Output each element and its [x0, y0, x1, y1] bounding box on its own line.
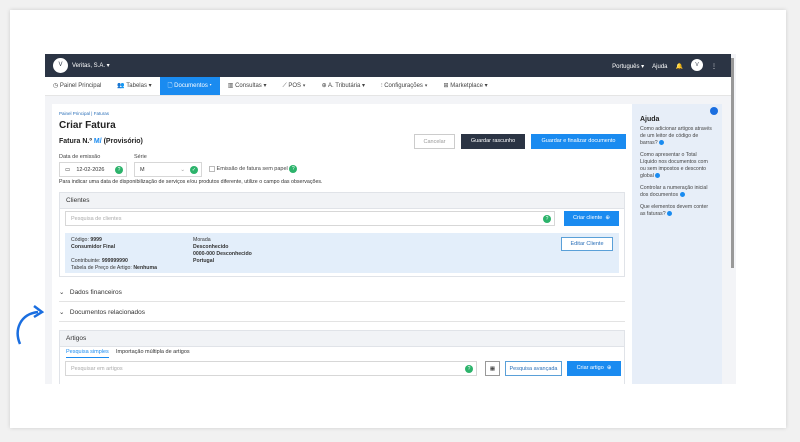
- advanced-search-button[interactable]: Pesquisa avançada: [505, 361, 562, 376]
- articles-title: Artigos: [60, 331, 624, 347]
- client-details: Código: 9999 Consumidor Final Contribuinte…: [71, 237, 157, 271]
- top-bar: V Veritas, S.A. ▾ Português ▾ Ajuda 🔔 V …: [45, 54, 731, 77]
- related-documents-toggle[interactable]: ⌄ Documentos relacionados: [59, 303, 625, 322]
- breadcrumb-faturas[interactable]: Faturas: [93, 111, 109, 116]
- bell-icon[interactable]: 🔔: [675, 64, 683, 70]
- company-name: Veritas, S.A.: [72, 63, 106, 69]
- calendar-icon: ▭: [65, 167, 71, 173]
- company-logo: V: [53, 58, 68, 73]
- main-nav: ◷ Painel Principal 👥 Tabelas ▾ 🗋 Documen…: [45, 77, 731, 96]
- main-content: Painel Principal | Faturas Criar Fatura …: [52, 104, 632, 384]
- help-link[interactable]: Controlar a numeração inicial dos docume…: [640, 185, 708, 199]
- clients-panel: Clientes Pesquisa de clientes? Criar cli…: [59, 192, 625, 277]
- help-link[interactable]: Como adicionar artigos através de um lei…: [640, 126, 712, 147]
- more-menu-icon[interactable]: ⋮: [711, 64, 717, 70]
- cancel-button[interactable]: Cancelar: [414, 134, 455, 149]
- chevron-down-icon: ⌄: [59, 289, 65, 296]
- curved-arrow-icon: [16, 305, 45, 345]
- client-address: Morada Desconhecido 0000-000 Desconhecido P…: [193, 237, 252, 264]
- barcode-icon[interactable]: ▦: [485, 361, 500, 376]
- nav-configuracoes[interactable]: ⫶ Configurações ▾: [381, 83, 428, 89]
- help-icon[interactable]: ?: [289, 165, 298, 173]
- chevron-down-icon: ⌄: [180, 167, 185, 173]
- app-window: V Veritas, S.A. ▾ Português ▾ Ajuda 🔔 V …: [45, 54, 736, 384]
- language-selector[interactable]: Português ▾: [612, 64, 645, 70]
- series-select[interactable]: M ⌄ ✓: [134, 162, 202, 177]
- date-label: Data de emissão: [59, 154, 101, 160]
- nav-documentos[interactable]: 🗋 Documentos ▾: [159, 77, 220, 95]
- chevron-down-icon: ⌄: [59, 309, 65, 316]
- nav-consultas[interactable]: ▥ Consultas ▾: [227, 83, 267, 89]
- help-icon[interactable]: ?: [465, 365, 473, 373]
- save-finalize-button[interactable]: Guardar e finalizar documento: [531, 134, 626, 149]
- play-icon[interactable]: [710, 107, 718, 115]
- document-number: Fatura N.º M/ (Provisório): [59, 138, 143, 145]
- client-card: Código: 9999 Consumidor Final Contribuinte…: [65, 233, 619, 273]
- paperless-checkbox[interactable]: Emissão de fatura sem papel ?: [209, 165, 298, 173]
- save-draft-button[interactable]: Guardar rascunho: [461, 134, 525, 149]
- hint-text: Para indicar uma data de disponibilizaçã…: [59, 179, 323, 185]
- create-client-button[interactable]: Criar cliente ⊕: [564, 211, 619, 226]
- nav-tributaria[interactable]: ⊕ A. Tributária ▾: [321, 83, 366, 89]
- clients-title: Clientes: [60, 193, 624, 209]
- create-article-button[interactable]: Criar artigo ⊕: [567, 361, 621, 376]
- articles-panel: Artigos Pesquisa simples Importação múlt…: [59, 330, 625, 384]
- article-search-input[interactable]: Pesquisar em artigos?: [65, 361, 477, 376]
- nav-pos[interactable]: ⟋ POS ▾: [282, 83, 306, 89]
- client-search-input[interactable]: Pesquisa de clientes?: [65, 211, 555, 226]
- help-link[interactable]: Como apresentar o Total Líquido nos docu…: [640, 152, 708, 180]
- help-link[interactable]: Ajuda: [652, 63, 668, 70]
- help-sidebar: Ajuda Como adicionar artigos através de …: [632, 104, 722, 384]
- scrollbar[interactable]: [731, 58, 734, 268]
- breadcrumb-home[interactable]: Painel Principal: [59, 111, 91, 116]
- series-label: Série: [134, 154, 147, 160]
- help-title: Ajuda: [640, 116, 660, 123]
- page-title: Criar Fatura: [59, 120, 116, 131]
- financial-section-toggle[interactable]: ⌄ Dados financeiros: [59, 283, 625, 302]
- help-link[interactable]: Que elementos devem conter as faturas?: [640, 204, 709, 218]
- help-icon[interactable]: ?: [543, 215, 551, 223]
- tab-multiple-import[interactable]: Importação múltipla de artigos: [116, 349, 190, 355]
- help-icon[interactable]: ?: [115, 166, 123, 174]
- nav-tabelas[interactable]: 👥 Tabelas ▾: [117, 83, 152, 89]
- company-switcher[interactable]: Veritas, S.A. ▾: [72, 63, 110, 69]
- tab-simple-search[interactable]: Pesquisa simples: [66, 349, 109, 358]
- avatar[interactable]: V: [691, 59, 703, 71]
- nav-painel[interactable]: ◷ Painel Principal: [53, 83, 102, 89]
- edit-client-button[interactable]: Editar Cliente: [561, 237, 613, 251]
- nav-marketplace[interactable]: ⊞ Marketplace ▾: [443, 83, 488, 89]
- date-field[interactable]: ▭ 12-02-2026?: [59, 162, 127, 177]
- check-icon: ✓: [190, 166, 198, 174]
- breadcrumb: Painel Principal | Faturas: [59, 111, 109, 116]
- language-label: Português: [612, 64, 640, 70]
